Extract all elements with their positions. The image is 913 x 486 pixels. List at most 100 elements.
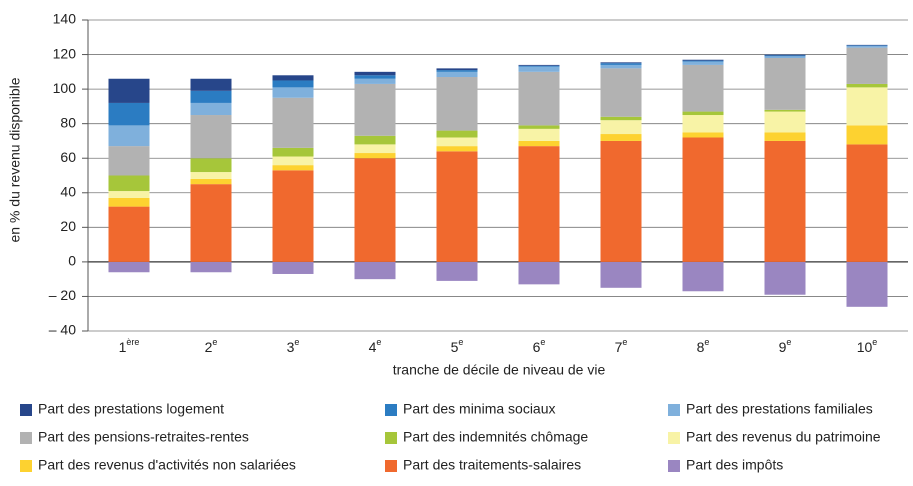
category-suffix: ère — [126, 337, 139, 347]
legend-swatch — [668, 432, 680, 444]
bar-segment — [436, 137, 478, 147]
bar-segment — [190, 115, 232, 159]
bar-segment — [682, 111, 724, 116]
y-tick-label: – 40 — [49, 322, 76, 338]
bar-segment — [846, 83, 888, 88]
bar-segment — [436, 146, 478, 152]
category-number: 8 — [697, 339, 705, 355]
bar-segment — [518, 261, 560, 285]
legend-swatch — [385, 404, 397, 416]
bar-segment — [436, 261, 478, 281]
bar-segment — [518, 71, 560, 126]
bar-segment — [190, 102, 232, 116]
bar-segment — [272, 261, 314, 274]
bar-segment — [354, 261, 396, 280]
bar-segment — [846, 125, 888, 145]
bar-segment — [518, 140, 560, 147]
bar-segment — [682, 59, 724, 61]
x-tick-label: 7e — [615, 337, 628, 354]
bar-segment — [682, 60, 724, 62]
category-number: 9 — [779, 339, 787, 355]
bar-segment — [108, 125, 150, 147]
category-number: 7 — [615, 339, 623, 355]
y-tick-label: 80 — [60, 114, 76, 130]
y-axis-title: en % du revenu disponible — [7, 77, 23, 242]
bar-segment — [436, 71, 478, 78]
bar-segment — [846, 87, 888, 126]
bar-segment — [764, 132, 806, 141]
bar-segment — [436, 130, 478, 138]
category-number: 1 — [119, 339, 127, 355]
bar-segment — [518, 146, 560, 262]
category-suffix: e — [294, 337, 299, 347]
y-tick-label: – 20 — [49, 287, 76, 303]
category-suffix: e — [872, 337, 877, 347]
x-tick-label: 4e — [369, 337, 382, 354]
bar-segment — [764, 109, 806, 112]
bar-segment — [272, 75, 314, 81]
bar-segment — [108, 78, 150, 103]
legend-label: Part des traitements-salaires — [403, 457, 581, 473]
y-tick-label: 40 — [60, 183, 76, 199]
legend-swatch — [20, 404, 32, 416]
category-number: 10 — [857, 339, 873, 355]
y-tick-label: 0 — [68, 253, 76, 269]
bar-segment — [354, 83, 396, 136]
bar-segment — [354, 153, 396, 159]
bar-segment — [846, 144, 888, 262]
bar-segment — [190, 261, 232, 273]
y-tick-label: 20 — [60, 218, 76, 234]
category-suffix: e — [622, 337, 627, 347]
legend-swatch — [20, 460, 32, 472]
bar-segment — [682, 137, 724, 262]
bar-segment — [190, 158, 232, 173]
bar-segment — [272, 147, 314, 157]
bar-segment — [764, 58, 806, 110]
bar-segment — [354, 71, 396, 76]
bar-segment — [108, 146, 150, 176]
bar-segment — [272, 87, 314, 98]
category-suffix: e — [212, 337, 217, 347]
bar-segment — [600, 134, 642, 141]
bar-segment — [272, 170, 314, 262]
bar-segment — [354, 144, 396, 154]
bar-segment — [682, 132, 724, 138]
bar-segment — [190, 78, 232, 91]
bar-segment — [600, 120, 642, 135]
bar-segment — [682, 115, 724, 133]
legend-swatch — [668, 404, 680, 416]
x-tick-label: 9e — [779, 337, 792, 354]
bar-segment — [846, 261, 888, 307]
legend-swatch — [385, 460, 397, 472]
bar-segment — [518, 66, 560, 72]
bar-segment — [600, 116, 642, 121]
bar-segment — [764, 111, 806, 133]
bar-segment — [354, 75, 396, 79]
bar-segment — [764, 56, 806, 59]
legend-label: Part des indemnités chômage — [403, 429, 588, 445]
x-tick-label: 5e — [451, 337, 464, 354]
x-tick-label: 8e — [697, 337, 710, 354]
bar-segment — [518, 65, 560, 67]
bar-segment — [354, 135, 396, 145]
bar-segment — [436, 68, 478, 71]
bar-segment — [518, 64, 560, 66]
category-number: 4 — [369, 339, 377, 355]
bar-segment — [764, 261, 806, 295]
bar-segment — [108, 175, 150, 192]
bar-segment — [354, 78, 396, 84]
category-suffix: e — [786, 337, 791, 347]
bar-segment — [272, 80, 314, 88]
legend-label: Part des prestations logement — [38, 401, 224, 417]
bar-segment — [272, 165, 314, 171]
bar-segment — [846, 47, 888, 84]
legend-label: Part des pensions-retraites-rentes — [38, 429, 249, 445]
bar-segment — [272, 97, 314, 148]
bar-segment — [600, 63, 642, 65]
bar-segment — [108, 102, 150, 126]
legend-swatch — [668, 460, 680, 472]
bar-segment — [764, 54, 806, 56]
legend-swatch — [20, 432, 32, 444]
bar-segment — [600, 261, 642, 288]
